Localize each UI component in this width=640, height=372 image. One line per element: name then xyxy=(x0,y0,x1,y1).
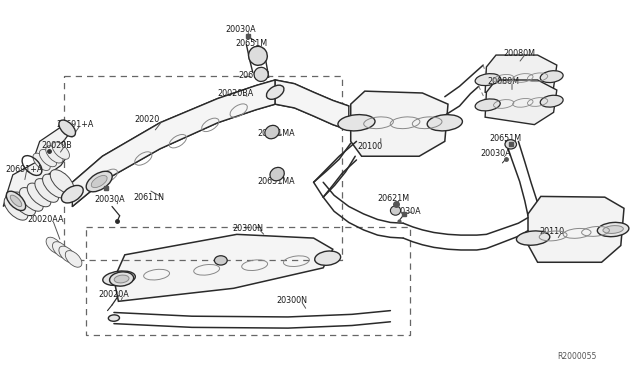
Polygon shape xyxy=(35,123,70,164)
Ellipse shape xyxy=(214,256,227,265)
Ellipse shape xyxy=(540,95,563,107)
Ellipse shape xyxy=(45,146,63,163)
Text: 20691+A: 20691+A xyxy=(5,165,42,174)
Text: 20651MA: 20651MA xyxy=(257,177,295,186)
Ellipse shape xyxy=(59,120,76,137)
Polygon shape xyxy=(485,55,557,100)
Ellipse shape xyxy=(540,71,563,83)
Text: 20080M: 20080M xyxy=(488,77,520,86)
Ellipse shape xyxy=(505,140,516,149)
Ellipse shape xyxy=(254,67,268,81)
Ellipse shape xyxy=(12,192,36,216)
Ellipse shape xyxy=(390,206,401,215)
Ellipse shape xyxy=(35,179,59,202)
Text: 20030A: 20030A xyxy=(225,25,256,34)
Polygon shape xyxy=(351,91,448,156)
Polygon shape xyxy=(114,234,333,301)
Ellipse shape xyxy=(475,99,500,111)
Text: 20691+A: 20691+A xyxy=(56,120,93,129)
Text: 20300N: 20300N xyxy=(276,296,307,305)
Ellipse shape xyxy=(6,191,26,211)
Ellipse shape xyxy=(108,315,120,321)
Ellipse shape xyxy=(65,251,82,267)
Text: 20030A: 20030A xyxy=(390,207,421,216)
Ellipse shape xyxy=(33,153,51,170)
Polygon shape xyxy=(485,80,557,125)
Ellipse shape xyxy=(4,196,28,220)
Polygon shape xyxy=(275,80,349,130)
Ellipse shape xyxy=(265,125,279,139)
Ellipse shape xyxy=(114,275,129,283)
Text: 20020B: 20020B xyxy=(42,141,72,150)
Ellipse shape xyxy=(46,237,63,254)
Ellipse shape xyxy=(475,74,500,86)
Text: 20020AA: 20020AA xyxy=(27,215,63,224)
Text: 20030A: 20030A xyxy=(95,195,125,204)
Ellipse shape xyxy=(86,171,112,192)
Ellipse shape xyxy=(338,115,375,131)
Text: 20100: 20100 xyxy=(357,142,382,151)
Ellipse shape xyxy=(52,142,70,159)
Ellipse shape xyxy=(27,183,51,207)
Ellipse shape xyxy=(59,246,76,263)
Text: 20300N: 20300N xyxy=(232,224,263,232)
Text: 20110: 20110 xyxy=(540,227,564,236)
Text: 20692N: 20692N xyxy=(239,71,270,80)
Text: 20651M: 20651M xyxy=(490,134,522,143)
Polygon shape xyxy=(3,147,67,206)
Text: 20020BA: 20020BA xyxy=(218,89,254,98)
Ellipse shape xyxy=(52,242,69,258)
Ellipse shape xyxy=(10,195,22,206)
Ellipse shape xyxy=(61,185,83,203)
Text: 20611N: 20611N xyxy=(133,193,164,202)
Text: 20621M: 20621M xyxy=(378,194,410,203)
Ellipse shape xyxy=(597,222,629,237)
Ellipse shape xyxy=(603,225,623,234)
Text: 20651MA: 20651MA xyxy=(257,129,295,138)
Text: R2000055: R2000055 xyxy=(557,352,596,361)
Ellipse shape xyxy=(266,85,284,99)
Ellipse shape xyxy=(315,251,340,265)
Ellipse shape xyxy=(103,271,135,286)
Polygon shape xyxy=(72,80,275,206)
Ellipse shape xyxy=(270,167,284,181)
Ellipse shape xyxy=(50,170,74,193)
Ellipse shape xyxy=(427,115,463,131)
Polygon shape xyxy=(528,196,624,262)
Text: 20651M: 20651M xyxy=(236,39,268,48)
Text: 20020: 20020 xyxy=(134,115,159,124)
Ellipse shape xyxy=(516,231,550,245)
Ellipse shape xyxy=(109,272,134,286)
Text: 20030A: 20030A xyxy=(480,149,511,158)
Ellipse shape xyxy=(42,174,67,198)
Ellipse shape xyxy=(248,46,268,65)
Text: 20020A: 20020A xyxy=(98,291,129,299)
Ellipse shape xyxy=(39,150,57,167)
Text: 20080M: 20080M xyxy=(504,49,536,58)
Ellipse shape xyxy=(19,187,44,211)
Ellipse shape xyxy=(92,176,107,187)
